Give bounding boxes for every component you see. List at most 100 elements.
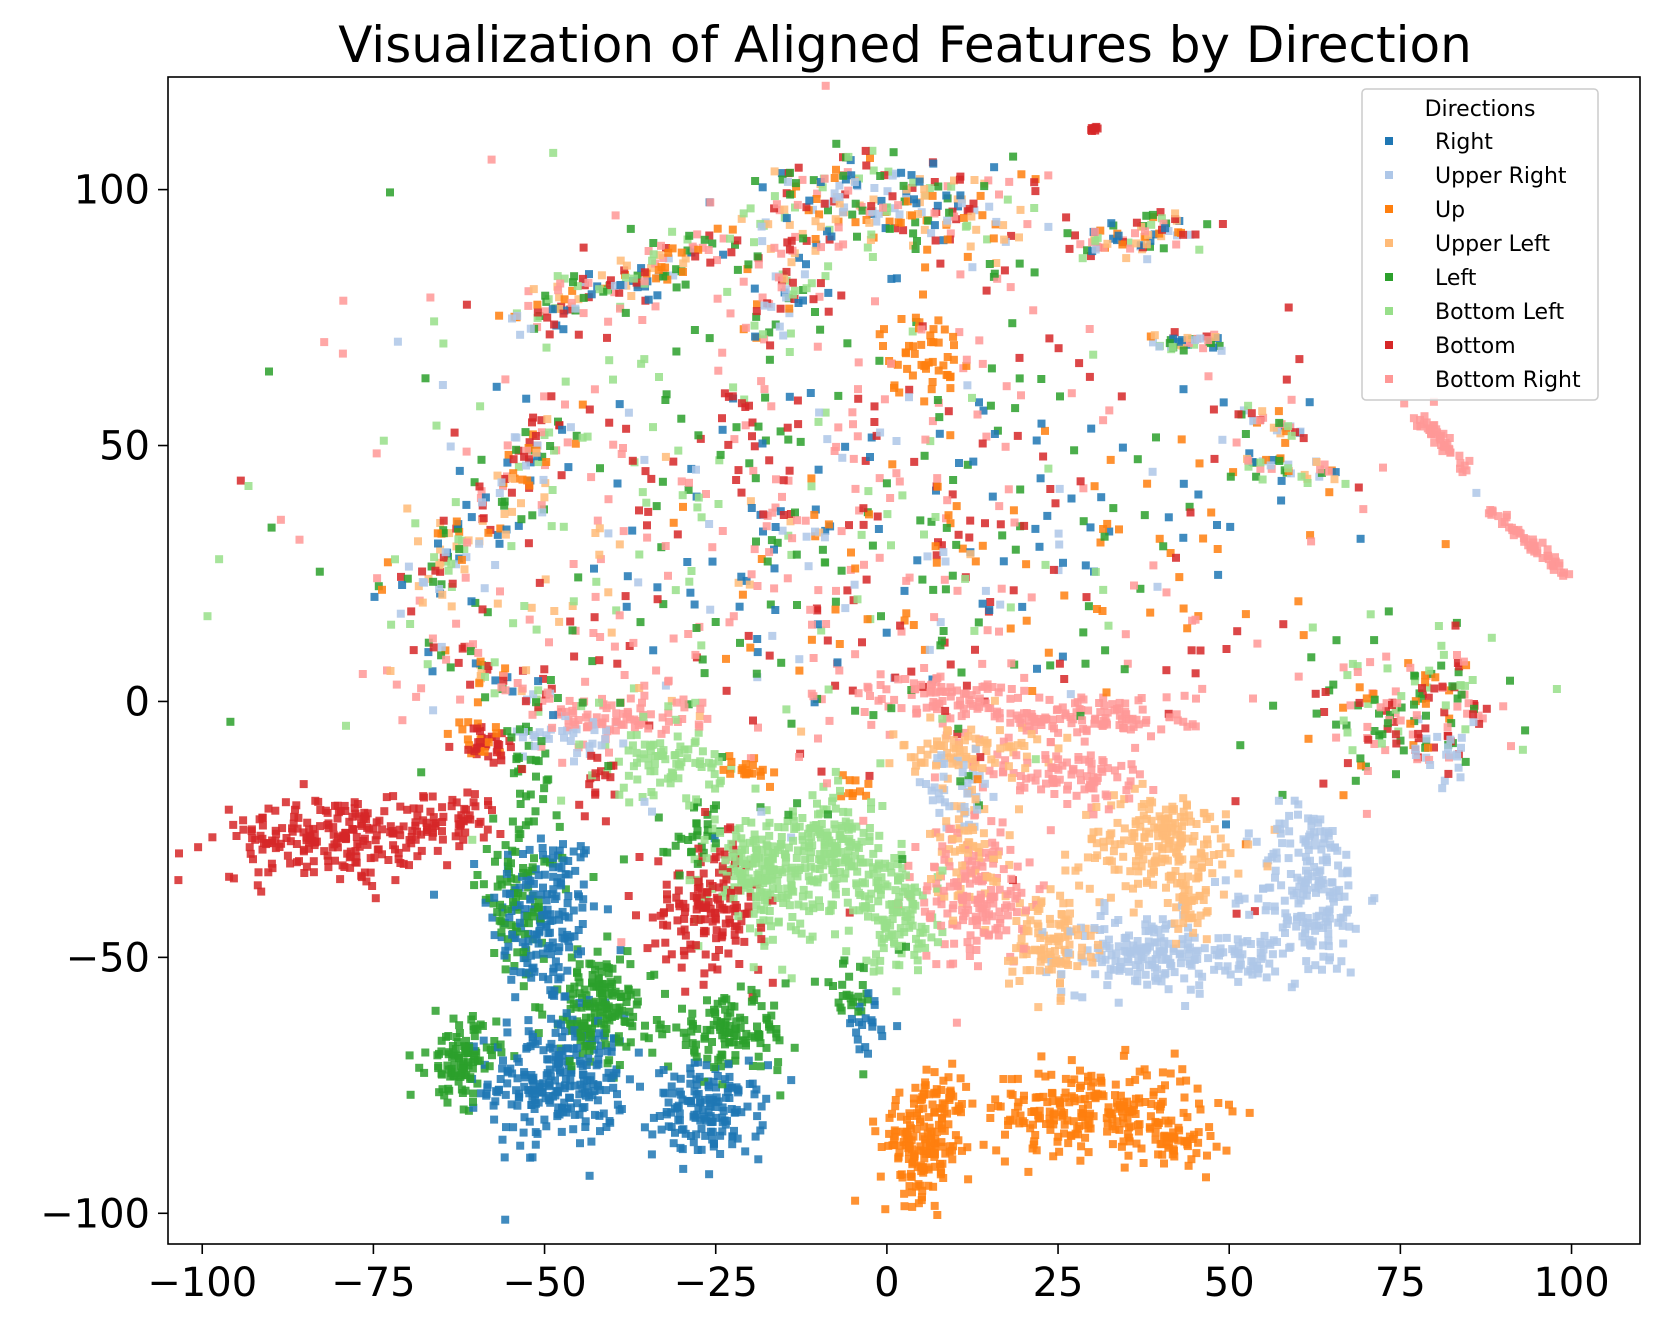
point-left (929, 585, 938, 594)
point-upper-left (787, 258, 796, 267)
point-bottom (254, 868, 263, 877)
point-bottom (310, 841, 319, 850)
point-bottom-left (832, 874, 841, 883)
point-left (731, 240, 739, 249)
point-bottom-left (690, 738, 699, 747)
point-up (940, 325, 949, 334)
point-right (733, 1134, 742, 1143)
point-right (814, 465, 823, 474)
point-up (1065, 1098, 1074, 1107)
point-left (417, 768, 426, 777)
point-up (1190, 1130, 1199, 1139)
point-bottom-right (1099, 758, 1108, 766)
point-left (756, 803, 765, 812)
point-bottom (580, 812, 589, 821)
point-bottom-left (857, 837, 866, 846)
point-left (586, 1013, 595, 1022)
point-left (636, 618, 645, 627)
point-bottom-left (534, 707, 543, 716)
point-upper-right (778, 526, 787, 535)
point-bottom-right (1191, 615, 1200, 624)
point-up (1028, 1144, 1037, 1153)
point-right (752, 1085, 761, 1094)
point-right (706, 1112, 715, 1121)
point-right (771, 606, 780, 614)
point-bottom (520, 452, 529, 461)
point-upper-right (601, 735, 610, 744)
point-upper-right (1335, 885, 1344, 894)
point-up (1188, 1135, 1197, 1143)
point-up (1000, 1157, 1009, 1166)
point-right (1136, 241, 1145, 250)
point-right (933, 201, 942, 210)
point-bottom-right (832, 586, 840, 595)
point-upper-right (1259, 884, 1268, 893)
point-upper-right (1186, 985, 1195, 994)
point-upper-left (982, 747, 991, 755)
point-bottom-right (1406, 663, 1415, 672)
point-upper-left (980, 805, 989, 814)
point-bottom (700, 926, 709, 935)
point-left (539, 954, 548, 963)
point-up (1119, 1113, 1127, 1122)
point-up (1206, 1132, 1215, 1140)
point-bottom-right (1363, 767, 1372, 775)
point-bottom-right (936, 687, 945, 696)
point-bottom-left (799, 847, 808, 856)
point-upper-right (840, 203, 849, 212)
point-up (1087, 1082, 1096, 1091)
point-right (524, 1016, 533, 1025)
point-right (520, 905, 529, 914)
point-bottom (593, 753, 602, 762)
point-bottom (461, 828, 470, 837)
point-up (1445, 714, 1454, 723)
point-left (793, 601, 801, 609)
point-bottom-right (596, 555, 605, 564)
point-bottom-right (1022, 774, 1031, 783)
point-bottom (899, 226, 908, 235)
point-bottom-left (797, 929, 806, 938)
point-left (569, 1000, 578, 1009)
point-right (430, 890, 438, 899)
point-upper-left (1094, 827, 1103, 836)
point-left (726, 1008, 735, 1017)
point-bottom-right (601, 714, 610, 723)
point-bottom (258, 834, 267, 843)
point-bottom (716, 847, 725, 856)
point-right (551, 1076, 559, 1085)
point-upper-right (1096, 912, 1105, 920)
point-bottom (962, 681, 971, 690)
point-right (551, 1028, 560, 1037)
point-right (521, 943, 530, 952)
point-bottom-right (866, 692, 874, 700)
point-up (952, 502, 961, 511)
point-bottom (236, 476, 245, 485)
point-bottom-left (879, 934, 888, 943)
point-left (1329, 680, 1338, 689)
point-right (799, 296, 807, 305)
point-upper-left (1185, 811, 1194, 820)
point-upper-left (1066, 909, 1074, 918)
point-right (516, 968, 525, 977)
point-bottom (651, 939, 660, 948)
point-right (1277, 476, 1286, 485)
point-up (758, 765, 767, 774)
point-left (671, 841, 680, 850)
point-upper-left (1142, 827, 1150, 836)
point-bottom (708, 917, 717, 926)
point-bottom-right (679, 695, 688, 704)
point-bottom-right (1099, 416, 1108, 425)
point-right (1219, 398, 1228, 407)
point-bottom-left (751, 784, 760, 793)
point-bottom-left (933, 938, 942, 947)
point-bottom (1295, 355, 1304, 364)
point-bottom (1444, 769, 1453, 778)
point-left (715, 1022, 724, 1031)
point-right (719, 1106, 728, 1115)
point-upper-left (1199, 896, 1208, 904)
point-right (565, 943, 574, 952)
point-bottom-right (1044, 769, 1053, 778)
point-left (496, 875, 505, 884)
point-left (570, 272, 579, 281)
point-bottom-right (1162, 588, 1171, 597)
